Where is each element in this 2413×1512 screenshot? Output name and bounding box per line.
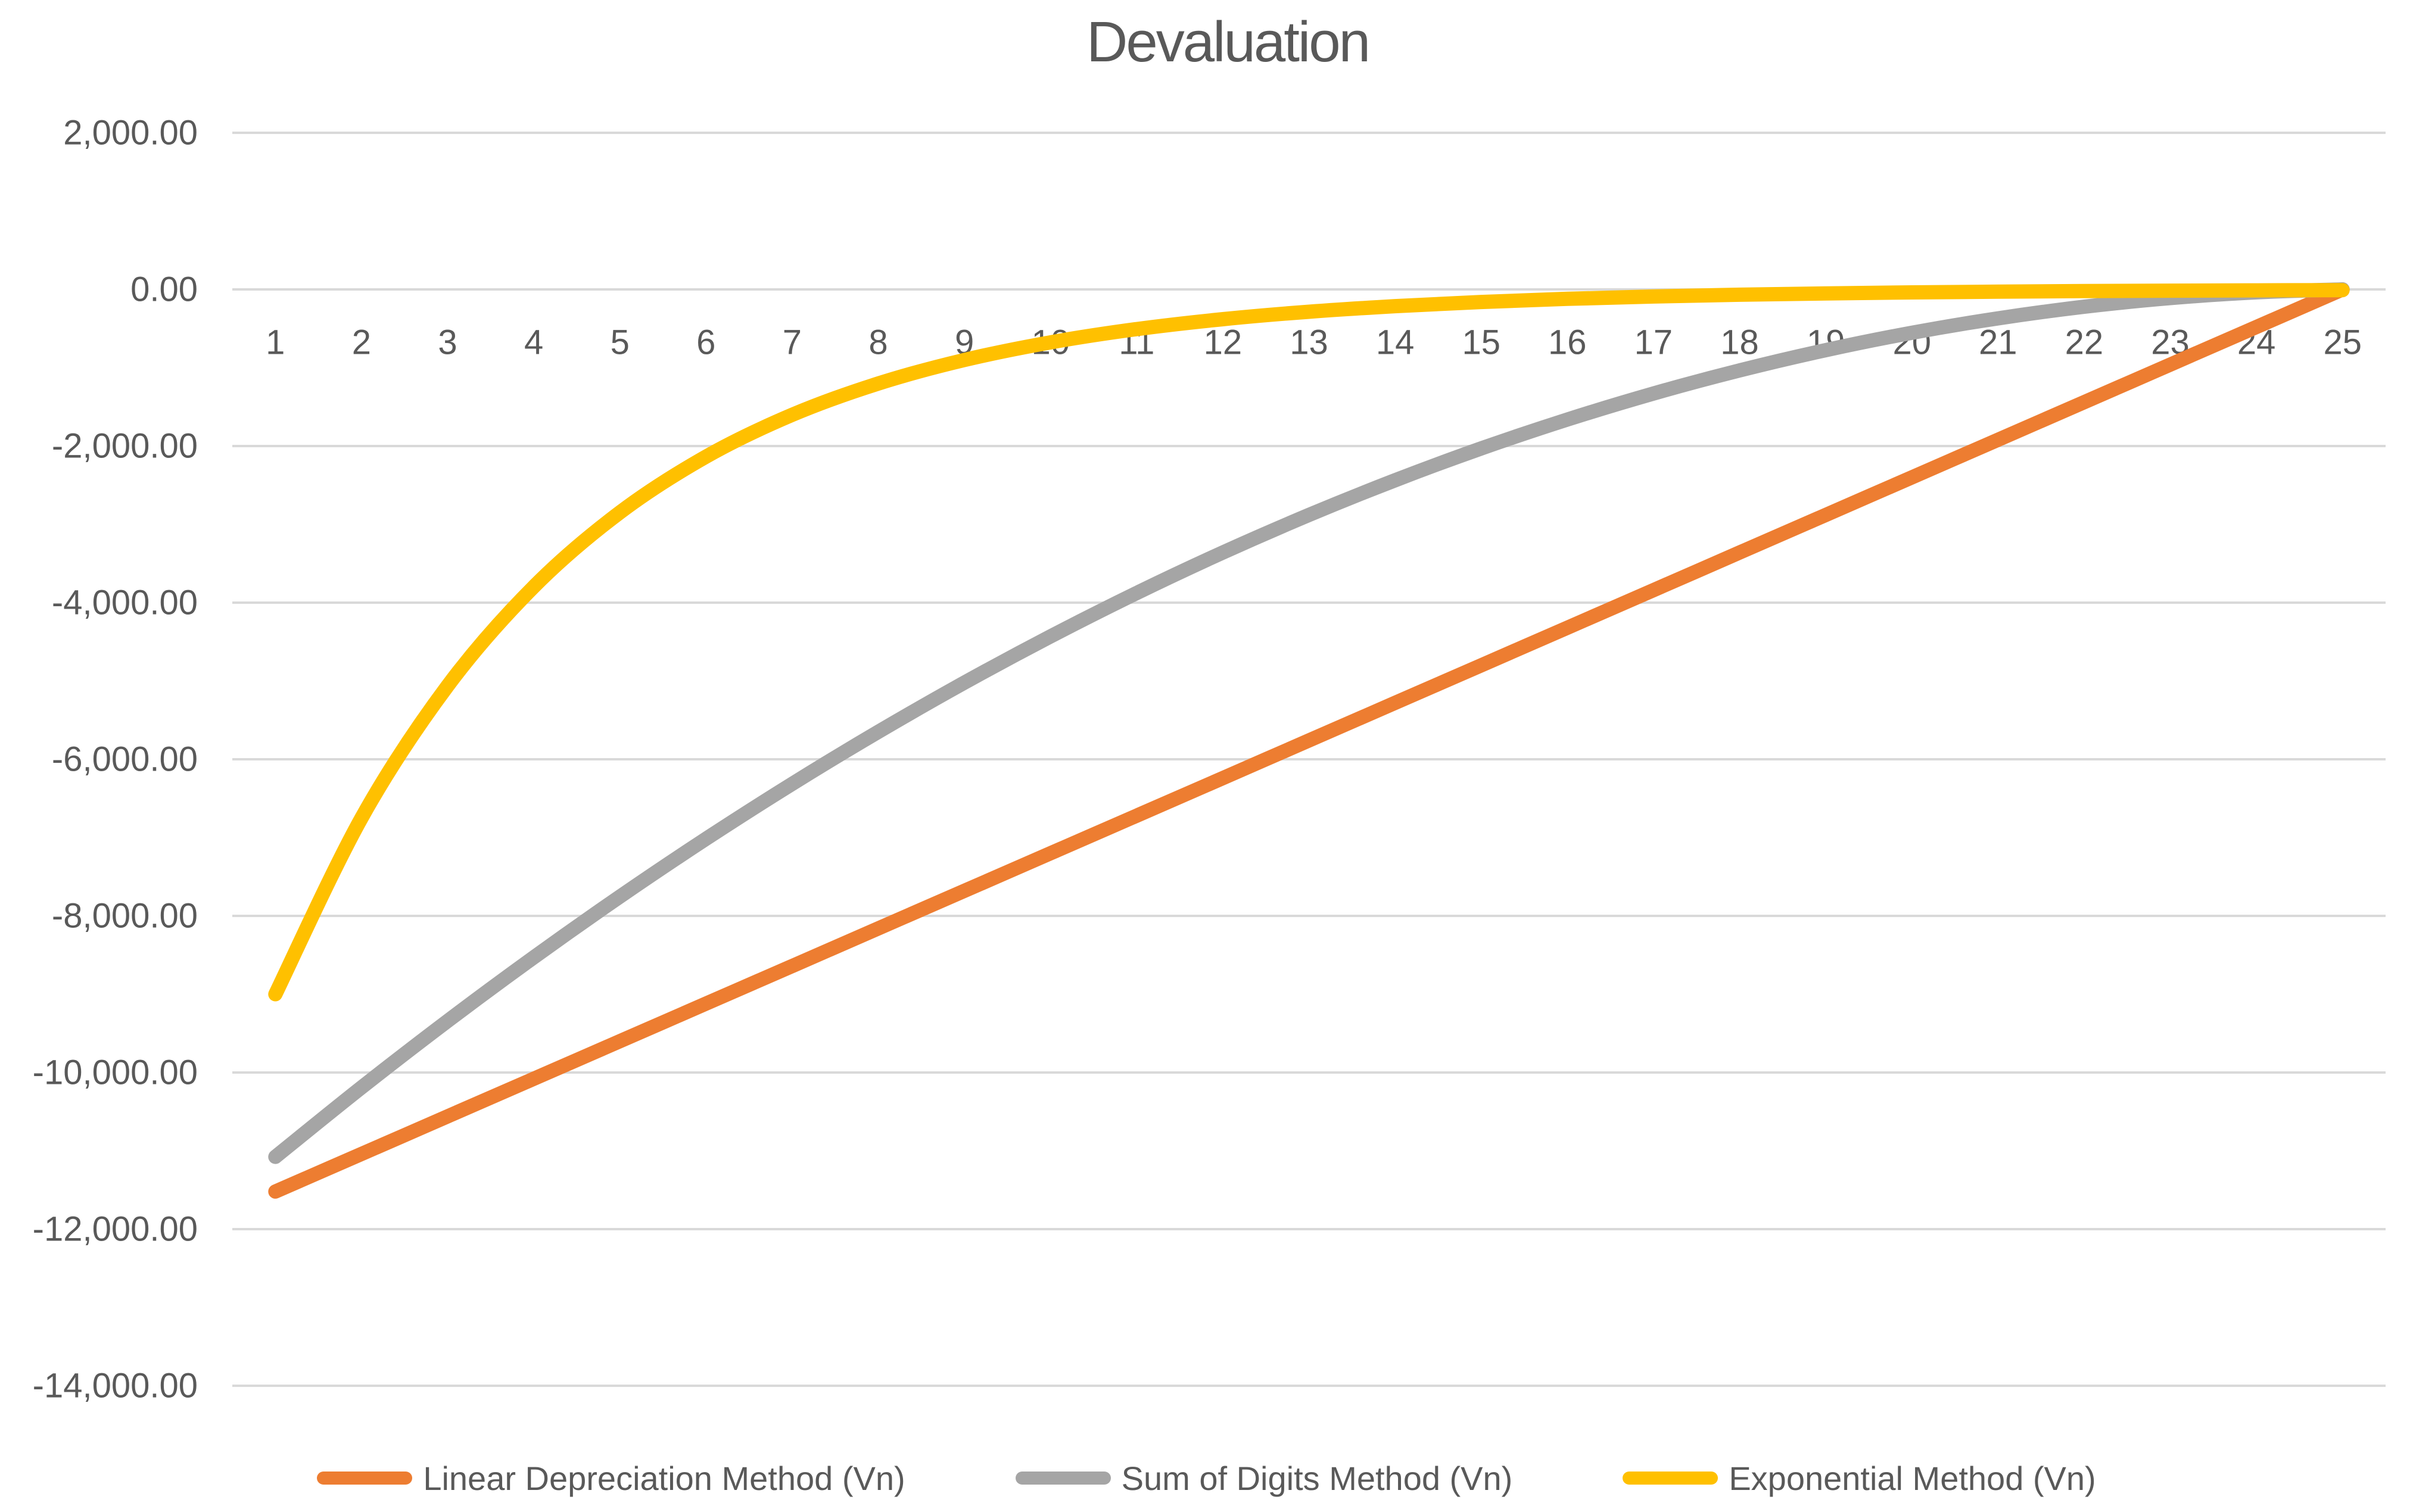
x-axis-tick-label: 4 <box>524 323 543 362</box>
chart-title: Devaluation <box>1086 10 1371 74</box>
series-line-3 <box>268 283 2350 1002</box>
x-axis-tick-label: 8 <box>868 323 888 362</box>
legend-swatch-icon <box>1015 1472 1111 1485</box>
legend-swatch-icon <box>1623 1472 1718 1485</box>
y-axis-tick-label: -10,000.00 <box>33 1053 198 1092</box>
y-axis-tick-label: 0.00 <box>130 270 198 309</box>
chart-legend: Linear Depreciation Method (Vn) Sum of Di… <box>0 1448 2413 1508</box>
x-axis-tick-label: 13 <box>1290 323 1328 362</box>
x-axis-tick-label: 22 <box>2065 323 2104 362</box>
x-axis-tick-label: 5 <box>611 323 630 362</box>
x-axis-tick-label: 12 <box>1204 323 1243 362</box>
x-axis-tick-label: 6 <box>696 323 715 362</box>
legend-item-3: Exponential Method (Vn) <box>1623 1459 2096 1498</box>
y-axis-tick-label: 2,000.00 <box>63 114 198 152</box>
x-axis-tick-label: 3 <box>438 323 457 362</box>
legend-swatch-icon <box>317 1472 413 1485</box>
x-axis-tick-label: 18 <box>1720 323 1759 362</box>
x-axis-tick-label: 1 <box>266 323 285 362</box>
x-axis-tick-label: 2 <box>352 323 371 362</box>
legend-label: Linear Depreciation Method (Vn) <box>423 1459 905 1497</box>
x-axis-tick-label: 15 <box>1462 323 1500 362</box>
x-axis-tick-label: 17 <box>1634 323 1673 362</box>
series-line-1 <box>268 282 2350 1199</box>
legend-item-2: Sum of Digits Method (Vn) <box>1015 1459 1513 1498</box>
y-axis-tick-label: -2,000.00 <box>52 427 198 466</box>
x-axis-tick-label: 25 <box>2323 323 2362 362</box>
x-axis-tick-label: 21 <box>1979 323 2017 362</box>
y-axis-tick-label: -6,000.00 <box>52 740 198 779</box>
legend-label: Sum of Digits Method (Vn) <box>1121 1459 1513 1497</box>
y-axis-tick-label: -4,000.00 <box>52 584 198 622</box>
legend-label: Exponential Method (Vn) <box>1729 1459 2096 1497</box>
y-axis-tick-label: -12,000.00 <box>33 1210 198 1249</box>
x-axis-tick-label: 7 <box>783 323 802 362</box>
x-axis-tick-label: 16 <box>1548 323 1587 362</box>
y-axis-tick-label: -14,000.00 <box>33 1367 198 1405</box>
series-line-2 <box>268 282 2350 1164</box>
y-axis-tick-label: -8,000.00 <box>52 897 198 936</box>
x-axis-tick-label: 14 <box>1376 323 1415 362</box>
legend-item-1: Linear Depreciation Method (Vn) <box>317 1459 905 1498</box>
